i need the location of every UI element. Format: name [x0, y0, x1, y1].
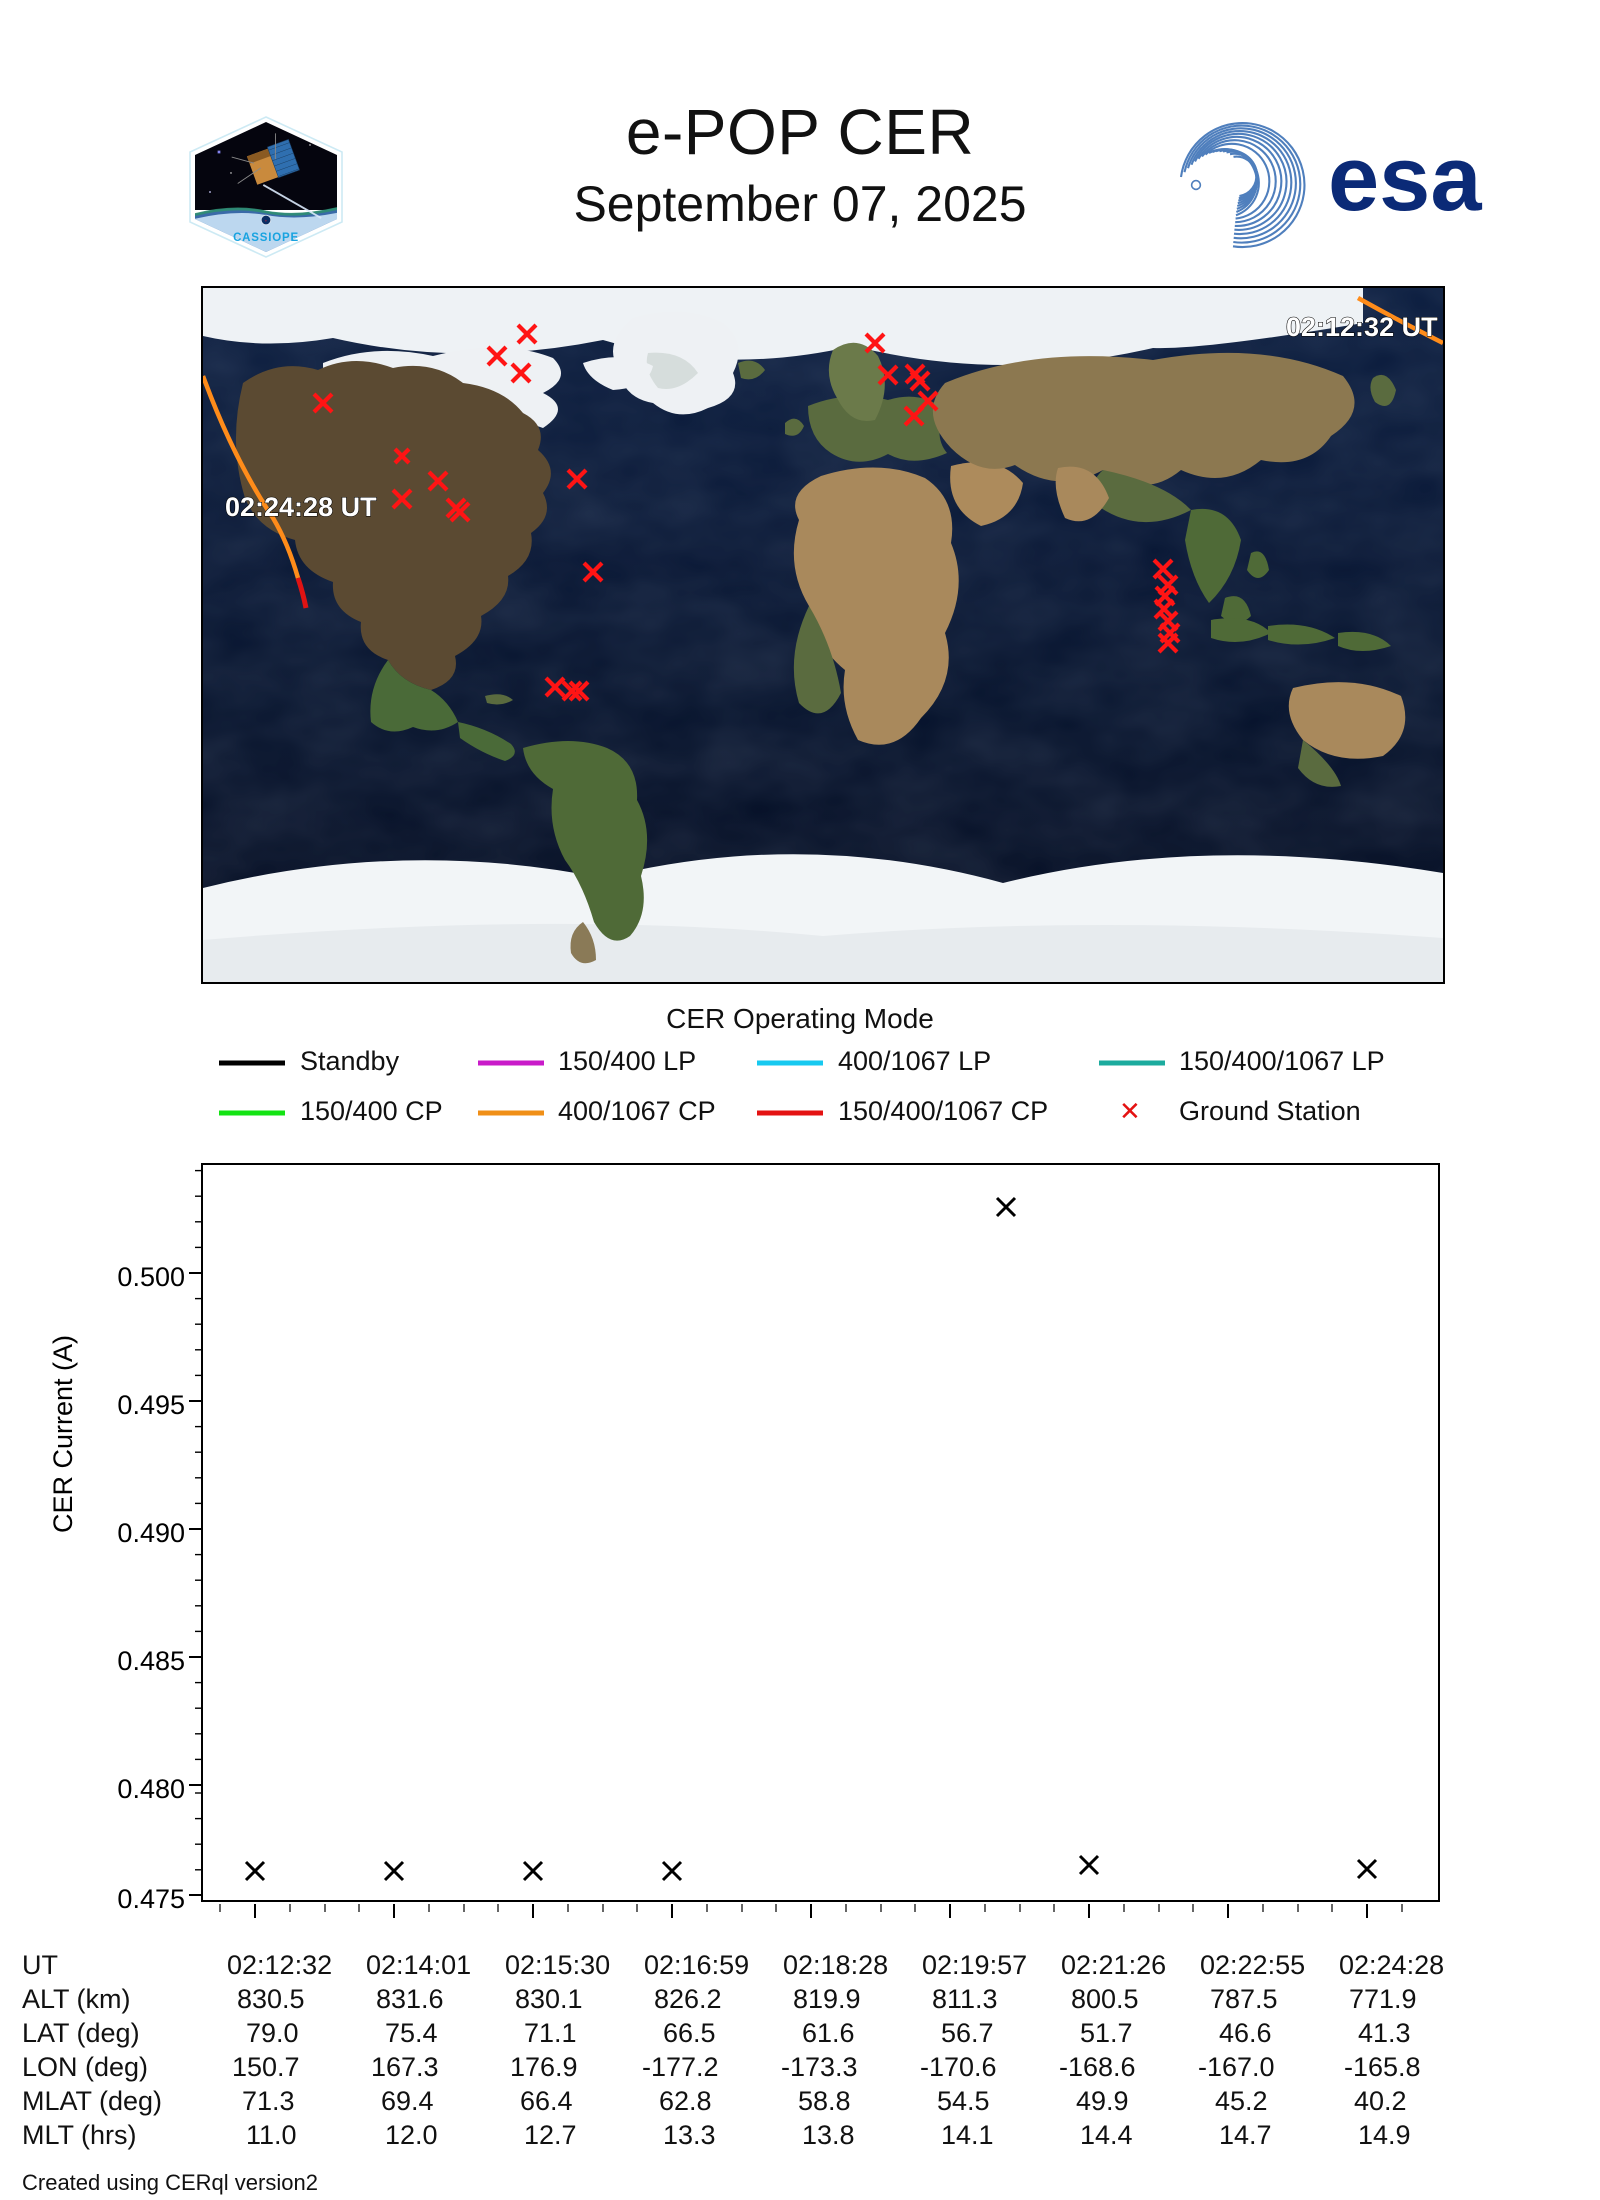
svg-text:02:12:32 UT: 02:12:32 UT [1286, 312, 1438, 342]
svg-text:esa: esa [1328, 128, 1482, 230]
svg-text:02:24:28 UT: 02:24:28 UT [225, 492, 377, 522]
svg-text:CASSIOPE: CASSIOPE [233, 232, 299, 244]
